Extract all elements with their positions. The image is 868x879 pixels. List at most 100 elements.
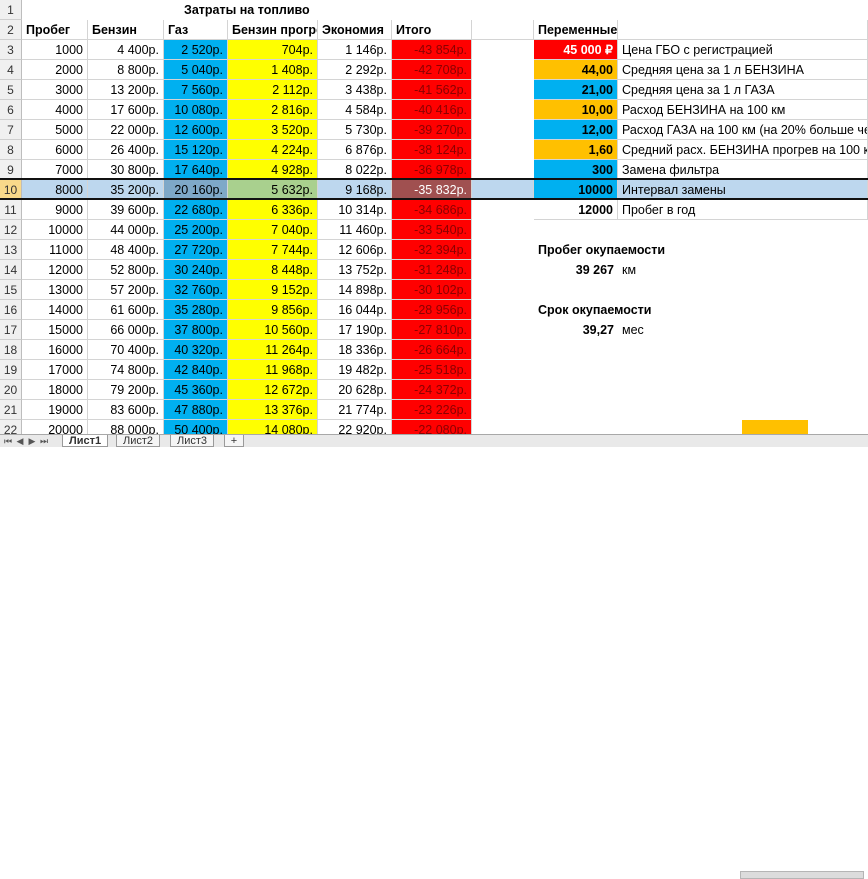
variable-label[interactable]: Интервал замены xyxy=(618,180,868,200)
cell-warmup[interactable]: 8 448р. xyxy=(228,260,318,280)
row-header[interactable]: 3 xyxy=(0,40,22,60)
cell-gas[interactable]: 40 320р. xyxy=(164,340,228,360)
cell-mileage[interactable]: 9000 xyxy=(22,200,88,220)
cell-total[interactable]: -27 810р. xyxy=(392,320,472,340)
tab-sheet3[interactable]: Лист3 xyxy=(170,435,215,447)
row-header[interactable]: 6 xyxy=(0,100,22,120)
cell-mileage[interactable]: 3000 xyxy=(22,80,88,100)
cell-savings[interactable]: 1 146р. xyxy=(318,40,392,60)
selected-row-fill[interactable] xyxy=(472,180,534,200)
cell-gas[interactable]: 25 200р. xyxy=(164,220,228,240)
cell-savings[interactable]: 17 190р. xyxy=(318,320,392,340)
cell-mileage[interactable]: 6000 xyxy=(22,140,88,160)
cell-total[interactable]: -41 562р. xyxy=(392,80,472,100)
variable-label[interactable]: Средняя цена за 1 л БЕНЗИНА xyxy=(618,60,868,80)
cell-gas[interactable]: 35 280р. xyxy=(164,300,228,320)
cell-petrol[interactable]: 8 800р. xyxy=(88,60,164,80)
cell-petrol[interactable]: 17 600р. xyxy=(88,100,164,120)
header-savings[interactable]: Экономия xyxy=(318,20,392,40)
variable-value[interactable]: 300 xyxy=(534,160,618,180)
row-header[interactable]: 17 xyxy=(0,320,22,340)
variable-value[interactable]: 12000 xyxy=(534,200,618,220)
cell-mileage[interactable]: 5000 xyxy=(22,120,88,140)
cell-total[interactable]: -26 664р. xyxy=(392,340,472,360)
cell-gas[interactable]: 20 160р. xyxy=(164,180,228,200)
cell-gas[interactable]: 22 680р. xyxy=(164,200,228,220)
cell-petrol[interactable]: 39 600р. xyxy=(88,200,164,220)
tab-sheet1[interactable]: Лист1 xyxy=(62,435,109,447)
cell-petrol[interactable]: 13 200р. xyxy=(88,80,164,100)
first-sheet-icon[interactable]: ⏮ xyxy=(3,436,13,446)
row-header[interactable]: 9 xyxy=(0,160,22,180)
cell-total[interactable]: -35 832р. xyxy=(392,180,472,200)
cell-savings[interactable]: 5 730р. xyxy=(318,120,392,140)
cell-gas[interactable]: 42 840р. xyxy=(164,360,228,380)
last-sheet-icon[interactable]: ⏭ xyxy=(39,436,49,446)
cell-mileage[interactable]: 13000 xyxy=(22,280,88,300)
row-header[interactable]: 4 xyxy=(0,60,22,80)
cell-gas[interactable]: 17 640р. xyxy=(164,160,228,180)
cell-warmup[interactable]: 7 040р. xyxy=(228,220,318,240)
row-header[interactable]: 7 xyxy=(0,120,22,140)
cell-gas[interactable]: 2 520р. xyxy=(164,40,228,60)
cell-mileage[interactable]: 16000 xyxy=(22,340,88,360)
variables-header-label[interactable] xyxy=(618,20,868,40)
cell-savings[interactable]: 13 752р. xyxy=(318,260,392,280)
cell-mileage[interactable]: 15000 xyxy=(22,320,88,340)
horizontal-scrollbar[interactable] xyxy=(740,871,864,879)
cell-savings[interactable]: 4 584р. xyxy=(318,100,392,120)
cell-petrol[interactable]: 70 400р. xyxy=(88,340,164,360)
cell-petrol[interactable]: 44 000р. xyxy=(88,220,164,240)
payback-time-value[interactable]: 39,27 xyxy=(582,323,614,337)
header-total[interactable]: Итого xyxy=(392,20,472,40)
variable-label[interactable]: Средний расх. БЕНЗИНА прогрев на 100 км xyxy=(618,140,868,160)
cell-mileage[interactable]: 8000 xyxy=(22,180,88,200)
row-header[interactable]: 14 xyxy=(0,260,22,280)
payback-mileage-unit[interactable]: км xyxy=(622,263,637,277)
cell-gas[interactable]: 7 560р. xyxy=(164,80,228,100)
row-header[interactable]: 20 xyxy=(0,380,22,400)
payback-time-unit[interactable]: мес xyxy=(622,323,644,337)
header-warmup[interactable]: Бензин прогрев xyxy=(228,20,318,40)
variable-value[interactable]: 1,60 xyxy=(534,140,618,160)
cell-mileage[interactable]: 18000 xyxy=(22,380,88,400)
row-header[interactable]: 15 xyxy=(0,280,22,300)
cell-petrol[interactable]: 52 800р. xyxy=(88,260,164,280)
cell-gas[interactable]: 5 040р. xyxy=(164,60,228,80)
cell-warmup[interactable]: 9 856р. xyxy=(228,300,318,320)
cell-savings[interactable]: 3 438р. xyxy=(318,80,392,100)
row-header[interactable]: 12 xyxy=(0,220,22,240)
cell-mileage[interactable]: 11000 xyxy=(22,240,88,260)
cell-mileage[interactable]: 17000 xyxy=(22,360,88,380)
cell-mileage[interactable]: 7000 xyxy=(22,160,88,180)
row-header[interactable]: 2 xyxy=(0,20,22,40)
cell-warmup[interactable]: 4 928р. xyxy=(228,160,318,180)
cell-warmup[interactable]: 9 152р. xyxy=(228,280,318,300)
cell-warmup[interactable]: 7 744р. xyxy=(228,240,318,260)
cell-petrol[interactable]: 66 000р. xyxy=(88,320,164,340)
row-header[interactable]: 10 xyxy=(0,180,22,200)
cell-savings[interactable]: 12 606р. xyxy=(318,240,392,260)
cell-savings[interactable]: 19 482р. xyxy=(318,360,392,380)
cell-savings[interactable]: 6 876р. xyxy=(318,140,392,160)
cell-petrol[interactable]: 57 200р. xyxy=(88,280,164,300)
cell-gas[interactable]: 47 880р. xyxy=(164,400,228,420)
cell-warmup[interactable]: 4 224р. xyxy=(228,140,318,160)
cell-warmup[interactable]: 704р. xyxy=(228,40,318,60)
cell-gas[interactable]: 15 120р. xyxy=(164,140,228,160)
cell-gas[interactable]: 12 600р. xyxy=(164,120,228,140)
cell-petrol[interactable]: 79 200р. xyxy=(88,380,164,400)
cell-petrol[interactable]: 48 400р. xyxy=(88,240,164,260)
cell-total[interactable]: -24 372р. xyxy=(392,380,472,400)
variable-value[interactable]: 21,00 xyxy=(534,80,618,100)
cell-mileage[interactable]: 12000 xyxy=(22,260,88,280)
cell-total[interactable]: -42 708р. xyxy=(392,60,472,80)
variable-label[interactable]: Пробег в год xyxy=(618,200,868,220)
cell-warmup[interactable]: 5 632р. xyxy=(228,180,318,200)
cell-savings[interactable]: 10 314р. xyxy=(318,200,392,220)
cell-total[interactable]: -39 270р. xyxy=(392,120,472,140)
cell-mileage[interactable]: 2000 xyxy=(22,60,88,80)
row-header[interactable]: 8 xyxy=(0,140,22,160)
cell-mileage[interactable]: 10000 xyxy=(22,220,88,240)
header-petrol[interactable]: Бензин xyxy=(88,20,164,40)
